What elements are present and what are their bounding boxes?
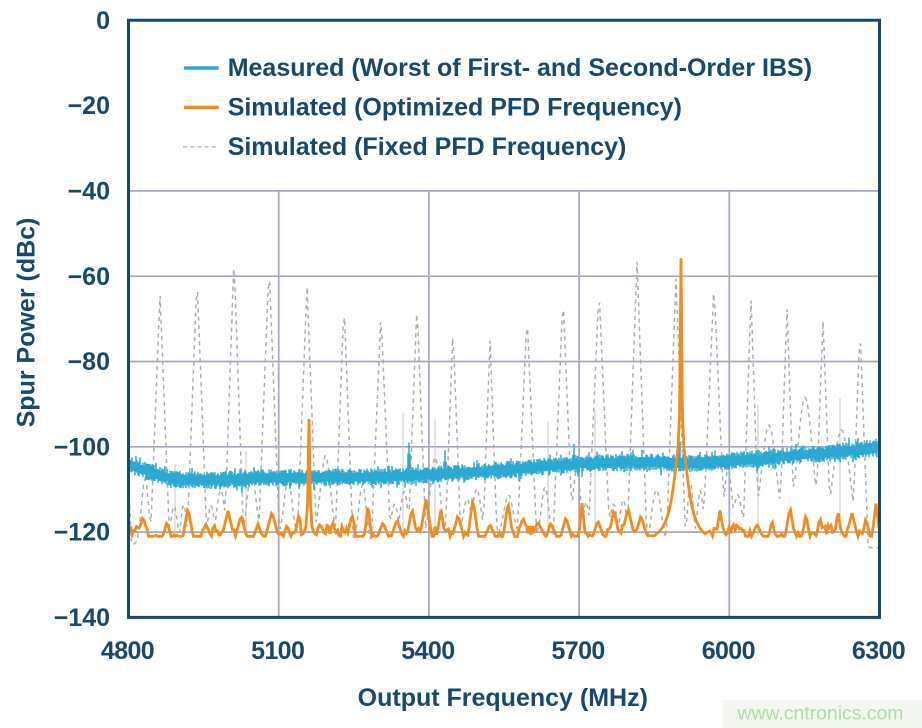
svg-text:5400: 5400 <box>401 637 454 665</box>
svg-text:Simulated (Fixed PFD Frequency: Simulated (Fixed PFD Frequency) <box>228 133 627 161</box>
svg-text:Spur Power (dBc): Spur Power (dBc) <box>13 218 41 428</box>
svg-text:5100: 5100 <box>251 637 304 665</box>
svg-text:Simulated (Optimized PFD Frequ: Simulated (Optimized PFD Frequency) <box>228 94 682 122</box>
svg-text:−80: −80 <box>68 348 110 376</box>
svg-text:Output Frequency (MHz): Output Frequency (MHz) <box>358 684 648 712</box>
svg-text:Measured (Worst of First- and: Measured (Worst of First- and Second-Ord… <box>228 54 812 82</box>
svg-text:−20: −20 <box>68 92 110 120</box>
svg-text:−140: −140 <box>54 604 110 632</box>
svg-text:6000: 6000 <box>702 637 755 665</box>
svg-text:−120: −120 <box>54 519 110 547</box>
svg-text:0: 0 <box>96 7 110 35</box>
svg-text:−40: −40 <box>68 178 110 206</box>
svg-text:www.cntronics.com: www.cntronics.com <box>737 703 904 725</box>
svg-text:5700: 5700 <box>551 637 604 665</box>
svg-text:−60: −60 <box>68 263 110 291</box>
svg-text:−100: −100 <box>54 433 110 461</box>
svg-text:4800: 4800 <box>101 637 154 665</box>
svg-text:6300: 6300 <box>852 637 905 665</box>
